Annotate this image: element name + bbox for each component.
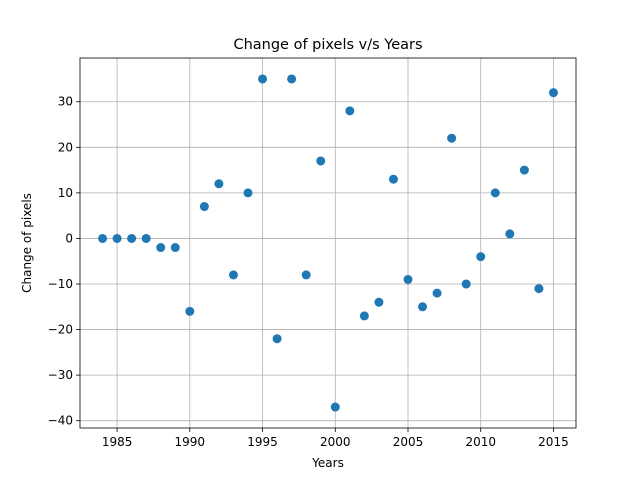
- y-tick-label: −40: [48, 414, 73, 428]
- data-point: [461, 279, 471, 289]
- plot-area: [80, 58, 576, 428]
- plot-frame: [79, 57, 577, 429]
- data-point: [127, 233, 137, 243]
- data-point: [548, 88, 558, 98]
- data-point: [301, 270, 311, 280]
- x-tick-label: 1985: [102, 435, 133, 449]
- data-point: [418, 302, 428, 312]
- y-axis-label: Change of pixels: [20, 193, 34, 293]
- data-point: [505, 229, 515, 239]
- data-point: [388, 174, 398, 184]
- y-tick-label: 0: [65, 231, 73, 245]
- chart-title: Change of pixels v/s Years: [233, 37, 422, 53]
- data-point: [345, 106, 355, 116]
- data-point: [316, 156, 326, 166]
- y-tick-label: −30: [48, 368, 73, 382]
- y-tick-label: −20: [48, 323, 73, 337]
- data-point: [359, 311, 369, 321]
- data-point: [199, 202, 209, 212]
- data-point: [170, 243, 180, 253]
- y-tick-label: 10: [58, 186, 73, 200]
- data-point: [228, 270, 238, 280]
- y-tick-label: −10: [48, 277, 73, 291]
- data-point: [141, 233, 151, 243]
- x-axis-label: Years: [311, 456, 344, 470]
- x-tick-label: 2015: [538, 435, 569, 449]
- y-axis: −40 −30 −20 −10 0 10 20 30: [48, 95, 80, 428]
- data-point: [403, 274, 413, 284]
- data-point: [490, 188, 500, 198]
- x-tick-label: 1995: [247, 435, 278, 449]
- x-tick-label: 2010: [465, 435, 496, 449]
- data-point: [519, 165, 529, 175]
- y-tick-label: 20: [58, 140, 73, 154]
- data-point: [185, 306, 195, 316]
- data-point: [534, 284, 544, 294]
- data-point: [258, 74, 268, 84]
- y-tick-label: 30: [58, 95, 73, 109]
- x-tick-label: 2005: [393, 435, 424, 449]
- data-point: [214, 179, 224, 189]
- x-tick-label: 1990: [175, 435, 206, 449]
- data-point: [330, 402, 340, 412]
- data-point: [112, 233, 122, 243]
- data-point: [156, 243, 166, 253]
- data-point: [432, 288, 442, 298]
- data-point: [98, 233, 108, 243]
- x-axis: 1985 1990 1995 2000 2005 2010 2015: [102, 428, 569, 449]
- data-point: [374, 297, 384, 307]
- grid: [80, 58, 576, 428]
- data-point: [476, 252, 486, 262]
- data-points: [98, 74, 558, 412]
- data-point: [272, 334, 282, 344]
- data-point: [287, 74, 297, 84]
- data-point: [243, 188, 253, 198]
- x-tick-label: 2000: [320, 435, 351, 449]
- data-point: [447, 133, 457, 143]
